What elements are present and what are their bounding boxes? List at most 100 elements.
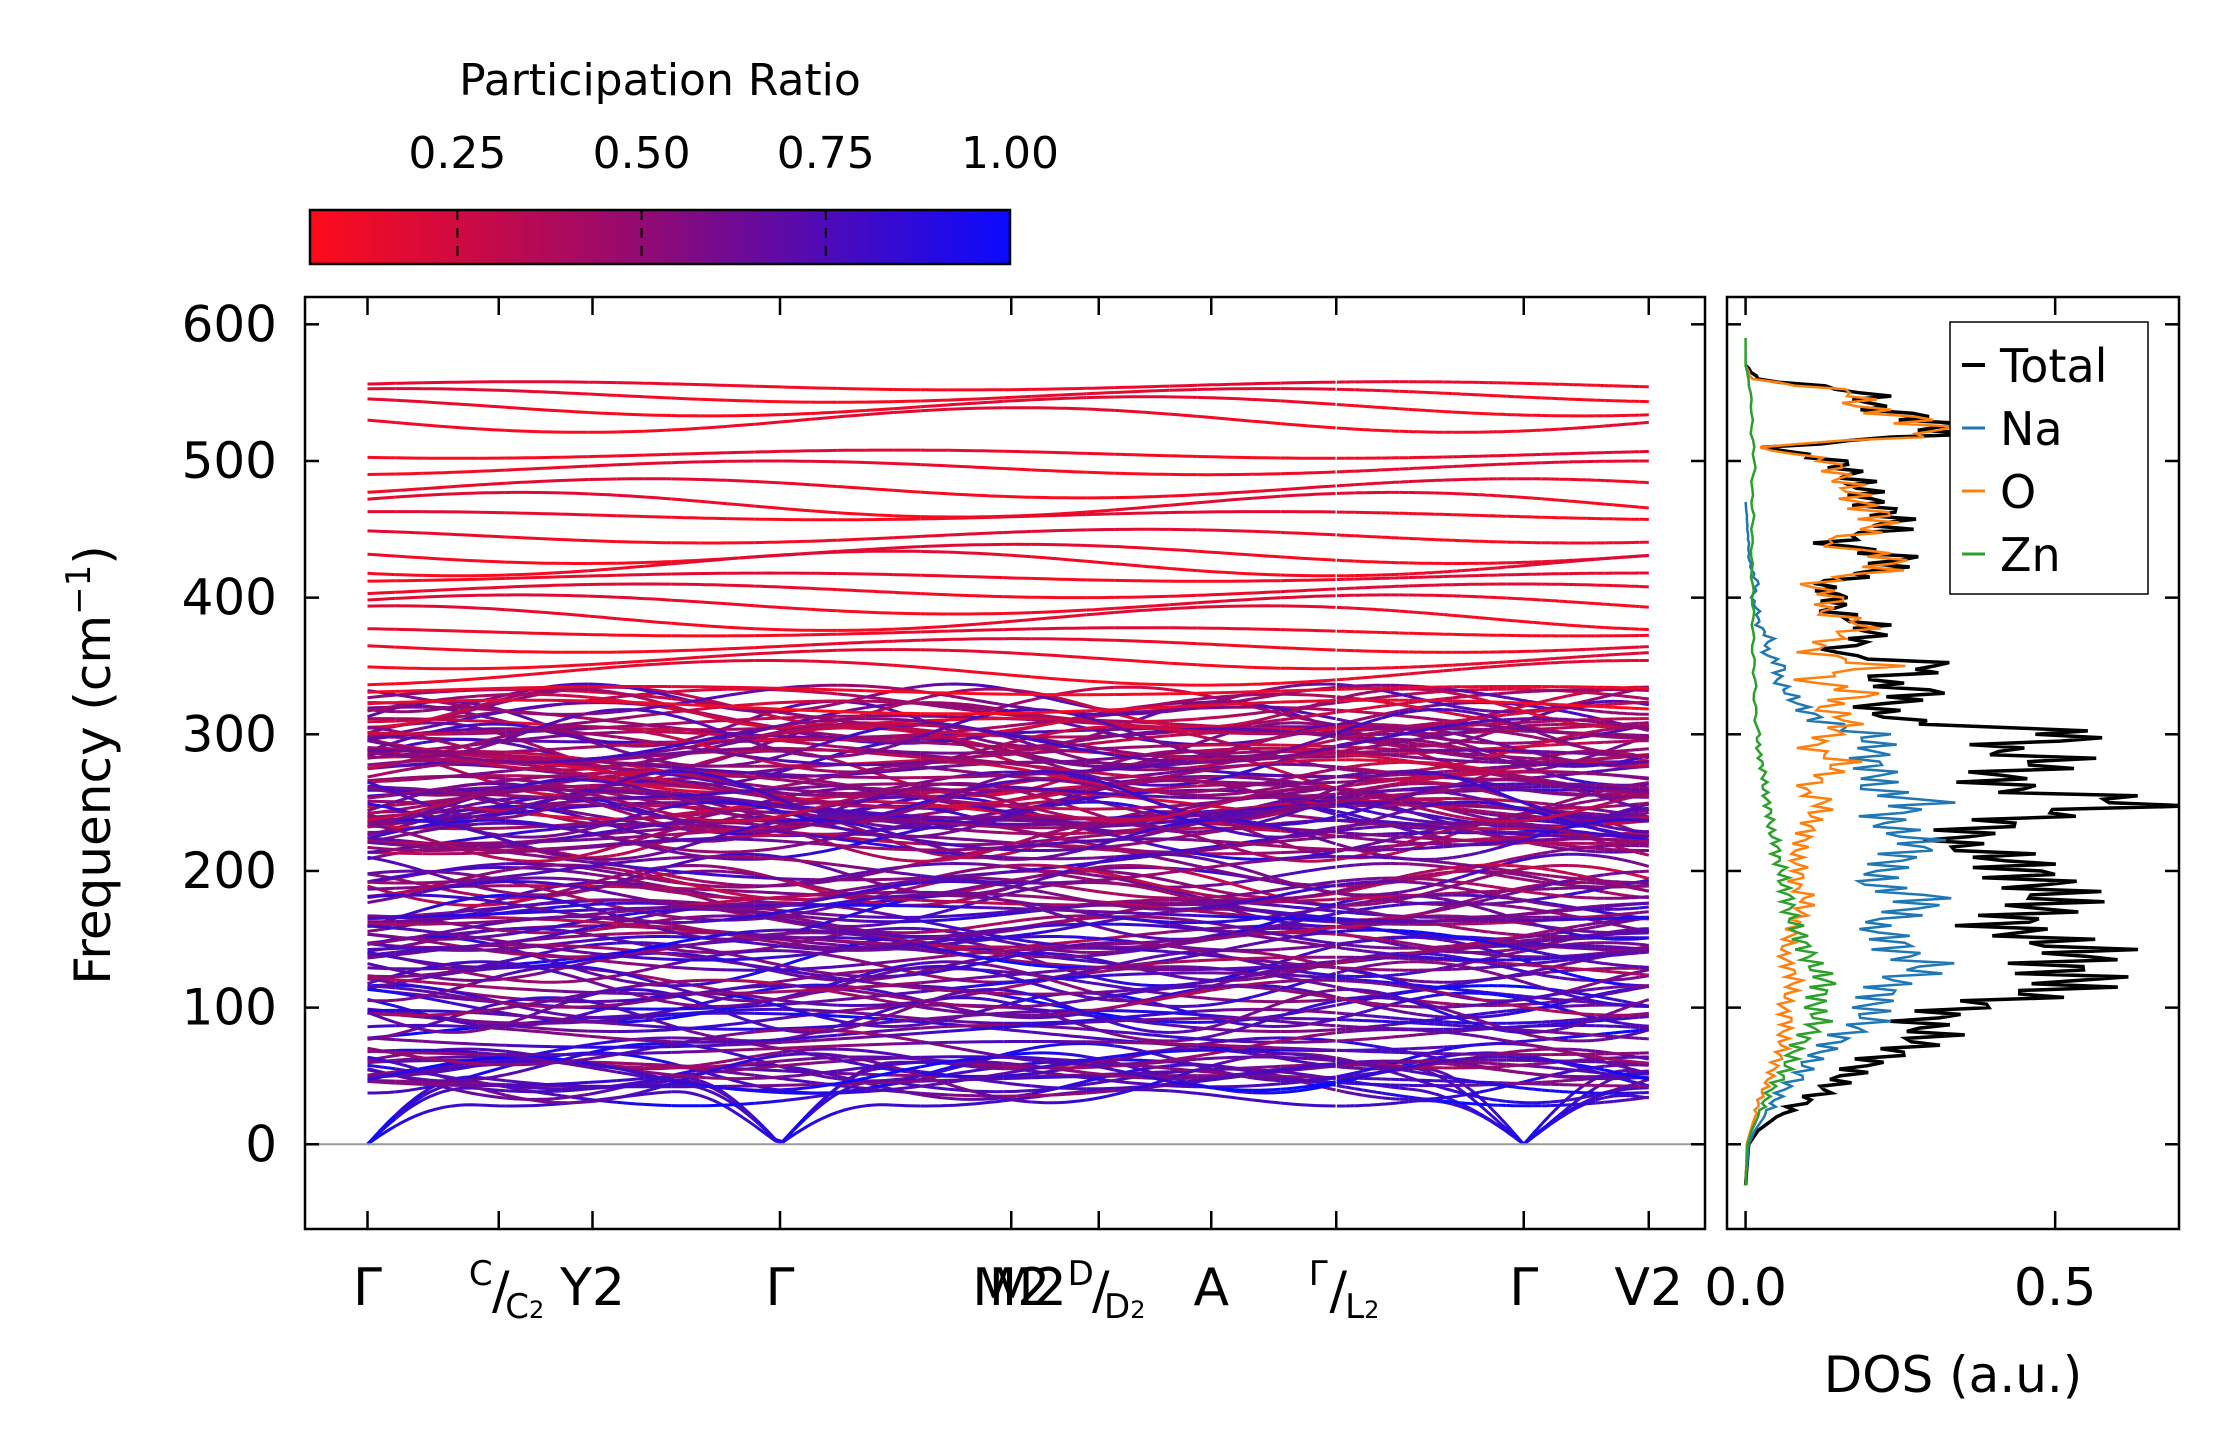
optical-band: [1506, 932, 1516, 937]
optical-band: [1399, 902, 1409, 907]
optical-band: [1416, 797, 1427, 802]
optical-band: [1532, 879, 1543, 884]
optical-band: [1479, 722, 1489, 727]
acoustic-branch: [726, 1098, 756, 1122]
optical-band: [1381, 899, 1391, 905]
optical-band: [1434, 1045, 1444, 1049]
optical-band: [1488, 1086, 1498, 1092]
optical-band: [948, 912, 977, 918]
optical-band: [1639, 696, 1649, 701]
optical-band: [699, 1103, 728, 1108]
optical-band: [1434, 952, 1445, 957]
optical-band: [1541, 970, 1551, 975]
optical-band: [865, 915, 894, 919]
optical-band: [1452, 868, 1462, 874]
optical-band: [1506, 900, 1516, 905]
acoustic-branch: [450, 1103, 479, 1108]
optical-band: [560, 701, 589, 706]
optical-band: [1452, 987, 1462, 992]
optical-band: [1506, 728, 1516, 733]
optical-band: [394, 871, 423, 879]
optical-band: [1479, 942, 1489, 947]
optical-band: [1086, 1036, 1115, 1042]
acoustic-branch: [920, 1104, 949, 1108]
optical-band: [1541, 710, 1552, 717]
optical-band: [1408, 796, 1418, 801]
optical-band: [1612, 981, 1623, 986]
optical-band: [1630, 1028, 1640, 1033]
optical-band: [1612, 920, 1623, 926]
optical-band: [1603, 890, 1614, 895]
optical-band: [1541, 895, 1551, 901]
optical-band: [920, 682, 949, 688]
optical-band: [1307, 682, 1336, 686]
optical-band: [1559, 726, 1569, 730]
optical-band: [1336, 1001, 1347, 1007]
optical-band: [754, 1099, 783, 1105]
acoustic-branch: [1549, 1116, 1561, 1126]
optical-band: [1372, 953, 1382, 958]
optical-band: [1452, 746, 1462, 750]
optical-band: [1345, 719, 1355, 725]
optical-band: [1577, 1102, 1587, 1106]
optical-band: [616, 1061, 645, 1066]
optical-band: [727, 1008, 755, 1013]
optical-band: [1532, 907, 1543, 913]
optical-band: [1354, 939, 1364, 944]
optical-band: [367, 987, 396, 995]
optical-band: [1363, 884, 1373, 890]
optical-band: [975, 921, 1004, 929]
optical-band: [1443, 702, 1453, 708]
optical-band: [1550, 880, 1560, 886]
optical-band: [1523, 906, 1534, 911]
optical-band: [1363, 779, 1373, 783]
acoustic-branch: [1408, 1099, 1418, 1104]
optical-band: [1390, 1016, 1400, 1020]
acoustic-branch: [561, 1087, 589, 1093]
optical-band: [1621, 809, 1632, 815]
optical-band: [533, 1090, 562, 1098]
optical-band: [1031, 1093, 1060, 1098]
optical-band: [1577, 974, 1587, 980]
optical-band: [1434, 872, 1445, 878]
acoustic-branch: [671, 1090, 700, 1097]
acoustic-branch: [1224, 1084, 1253, 1089]
optical-band: [810, 1008, 838, 1014]
acoustic-branch: [865, 1103, 894, 1108]
optical-band: [1114, 945, 1143, 949]
optical-band: [1363, 736, 1373, 741]
optical-band: [1559, 1004, 1569, 1009]
optical-band: [1488, 1103, 1498, 1107]
optical-band: [1639, 801, 1649, 806]
optical-band: [1408, 978, 1418, 983]
optical-band: [533, 702, 562, 709]
optical-band: [1559, 775, 1569, 781]
colorbar-tick-label: 0.75: [777, 128, 875, 179]
optical-band: [1488, 812, 1498, 817]
optical-band: [1443, 790, 1453, 795]
acoustic-branch: [726, 1106, 756, 1128]
optical-band: [1461, 723, 1471, 728]
optical-band: [1532, 814, 1542, 819]
optical-band: [1488, 1010, 1498, 1015]
optical-band: [1586, 714, 1596, 720]
optical-band: [367, 719, 396, 724]
optical-band: [1577, 927, 1587, 932]
optical-band: [1425, 1013, 1436, 1018]
optical-band: [1523, 940, 1534, 945]
optical-band: [1407, 989, 1418, 994]
optical-band: [1372, 1005, 1382, 1012]
optical-band: [1345, 863, 1355, 868]
optical-band: [1434, 1016, 1445, 1021]
optical-band: [1586, 929, 1596, 934]
optical-band: [1452, 701, 1462, 706]
optical-band: [1197, 995, 1226, 1002]
optical-band: [1541, 1020, 1551, 1024]
optical-band: [1086, 728, 1115, 732]
optical-band: [477, 1065, 507, 1076]
optical-band: [1505, 857, 1516, 862]
optical-band: [1479, 797, 1489, 803]
optical-band: [533, 813, 562, 819]
optical-band: [1434, 804, 1444, 809]
band-lines: [366, 380, 1650, 1146]
